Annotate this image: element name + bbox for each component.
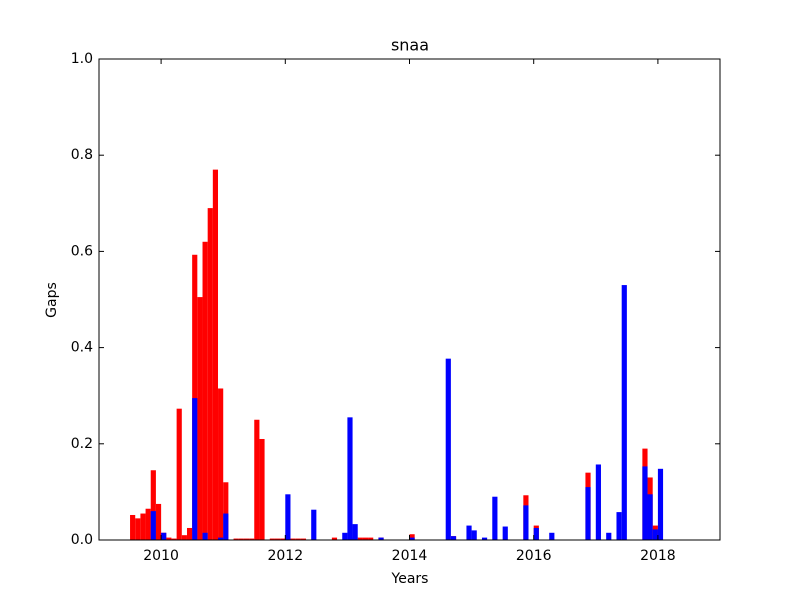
bar	[450, 536, 457, 540]
bar	[259, 438, 265, 540]
bar	[642, 466, 648, 540]
bar	[150, 470, 156, 540]
y-tick-label: 0.6	[71, 243, 93, 259]
bar	[202, 241, 208, 540]
bar	[606, 532, 612, 540]
bar	[409, 537, 415, 540]
bar	[616, 512, 622, 540]
bar	[207, 208, 213, 541]
bar	[368, 537, 374, 540]
y-tick-label: 1.0	[71, 51, 93, 67]
bar	[166, 537, 172, 540]
bar	[130, 514, 136, 540]
bar	[202, 532, 208, 540]
bar	[192, 254, 198, 540]
bar	[238, 538, 244, 540]
x-tick-label: 2010	[143, 548, 179, 564]
bar	[150, 511, 156, 540]
bar	[466, 525, 472, 540]
x-tick-label: 2018	[640, 548, 676, 564]
bar	[331, 537, 338, 540]
bar	[249, 538, 255, 540]
bar	[647, 494, 653, 540]
bar	[652, 529, 658, 540]
bar	[300, 538, 306, 540]
bar	[290, 538, 296, 540]
chart-title: snaa	[391, 36, 429, 55]
bar	[621, 285, 627, 540]
bar	[502, 526, 508, 540]
bar	[269, 538, 275, 540]
bar	[549, 532, 555, 540]
x-axis-label: Years	[391, 571, 429, 587]
bar	[492, 496, 498, 540]
y-tick-label: 0.4	[71, 340, 93, 356]
bar	[181, 535, 187, 540]
bar	[585, 487, 591, 540]
bar	[295, 538, 301, 540]
plot-area: 2010 2012 2014 2016 2018 0.0 0.2 0.4 0.6 0.8 1.0	[71, 51, 721, 564]
bar	[197, 297, 203, 540]
bar	[523, 505, 529, 540]
x-tick-label: 2014	[392, 548, 428, 564]
bar	[155, 503, 162, 540]
bar	[161, 532, 167, 540]
bar	[362, 537, 369, 540]
bar	[347, 417, 353, 540]
bar	[445, 358, 451, 540]
bar	[135, 518, 141, 540]
bar	[233, 538, 239, 540]
bar	[280, 538, 286, 540]
bar	[533, 527, 539, 540]
bar	[218, 537, 224, 540]
bar	[145, 508, 151, 540]
bar	[192, 398, 198, 540]
x-tick-label: 2016	[516, 548, 552, 564]
y-axis-label: Gaps	[44, 282, 60, 318]
bar	[595, 464, 601, 540]
bar	[378, 537, 384, 540]
bar	[223, 482, 229, 540]
y-tick-label: 0.8	[71, 147, 93, 163]
bar	[140, 513, 146, 540]
bar	[171, 538, 177, 540]
bar	[176, 408, 182, 540]
bar	[409, 534, 415, 540]
bar	[223, 513, 229, 540]
bar	[218, 388, 224, 540]
bar	[471, 530, 477, 540]
bar	[186, 527, 193, 540]
x-tick-label: 2012	[267, 548, 303, 564]
bar	[285, 494, 291, 540]
bar	[212, 169, 219, 540]
y-tick-label: 0.2	[71, 436, 93, 452]
bar	[274, 538, 281, 540]
bar	[254, 419, 260, 540]
bar	[481, 537, 488, 540]
bar	[311, 509, 317, 540]
bar	[342, 532, 348, 540]
bar	[243, 538, 250, 540]
bar	[657, 468, 664, 540]
bar	[357, 537, 363, 540]
y-tick-label: 0.0	[71, 532, 93, 548]
bar	[352, 524, 358, 540]
